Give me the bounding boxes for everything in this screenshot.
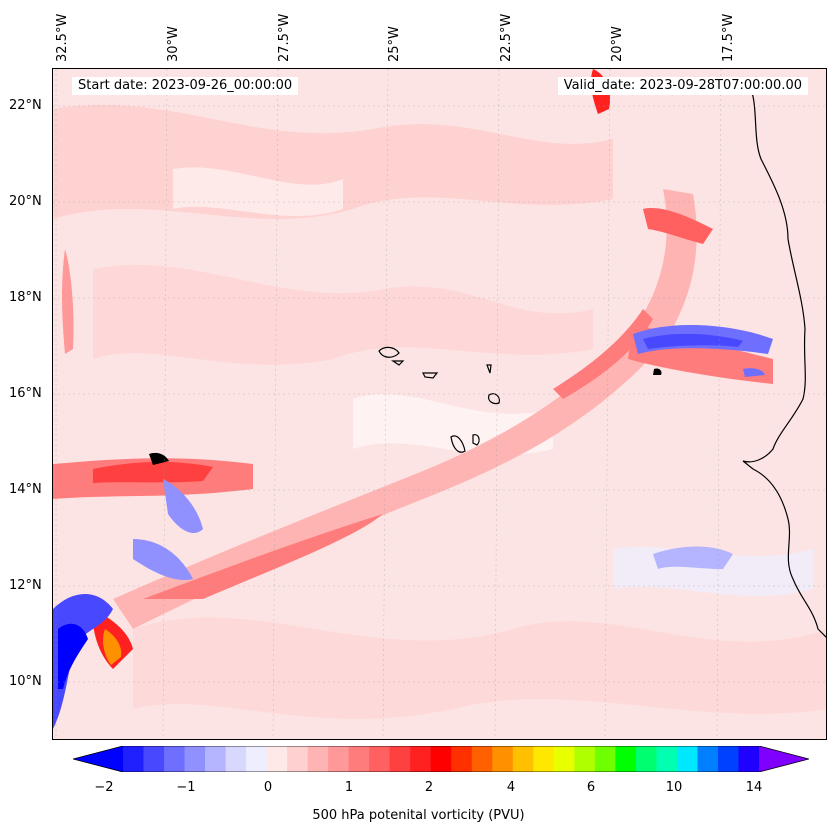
lat-tick-label: 16°N [9, 386, 42, 401]
lat-tick-label: 22°N [9, 98, 42, 113]
lon-tick-label: 17.5°W [721, 13, 736, 62]
lon-tick-label: 25°W [387, 26, 402, 62]
colorbar-tick-label: −1 [176, 780, 196, 795]
colorbar-segment [389, 746, 411, 772]
colorbar-max-arrow [759, 746, 809, 772]
colorbar-segment [574, 746, 596, 772]
colorbar-segment [451, 746, 473, 772]
colorbar-segment [738, 746, 760, 772]
colorbar-segment [512, 746, 534, 772]
colorbar-segment [287, 746, 309, 772]
colorbar-tick-label: 14 [745, 780, 763, 795]
colorbar-segment [205, 746, 227, 772]
pv-light-contours [53, 104, 826, 719]
colorbar-segment [553, 746, 575, 772]
lon-tick-label: 20°W [610, 26, 625, 62]
colorbar-segment [123, 746, 145, 772]
lat-tick-label: 20°N [9, 194, 42, 209]
pv-red-band [53, 69, 773, 669]
colorbar-segment [143, 746, 165, 772]
lat-tick-label: 18°N [9, 290, 42, 305]
colorbar-segment [246, 746, 268, 772]
colorbar-tick-label: 10 [665, 780, 683, 795]
colorbar-segment [471, 746, 493, 772]
lat-tick-label: 10°N [9, 674, 42, 689]
valid-date-label: Valid_date: 2023-09-28T07:00:00.00 [557, 77, 808, 95]
colorbar [73, 746, 809, 772]
lon-tick-label: 27.5°W [277, 13, 292, 62]
colorbar-segment [430, 746, 452, 772]
lon-tick-label: 22.5°W [499, 13, 514, 62]
graticule [53, 69, 826, 739]
colorbar-segment [348, 746, 370, 772]
islands-outline [378, 346, 500, 453]
colorbar-segment [225, 746, 247, 772]
colorbar-tick-label: 0 [263, 780, 273, 795]
colorbar-segment [656, 746, 678, 772]
colorbar-tick-label: 1 [344, 780, 354, 795]
colorbar-tick-label: 2 [424, 780, 434, 795]
colorbar-segment [492, 746, 514, 772]
pv-blue-contours [53, 324, 773, 729]
africa-coastline [742, 88, 826, 638]
colorbar-segment [717, 746, 739, 772]
colorbar-segment [594, 746, 616, 772]
colorbar-segment [410, 746, 432, 772]
start-date-label: Start date: 2023-09-26_00:00:00 [72, 77, 299, 95]
colorbar-tick-label: −2 [94, 780, 114, 795]
pv-field-map [53, 69, 826, 739]
colorbar-tick-label: 4 [506, 780, 516, 795]
colorbar-segment [184, 746, 206, 772]
colorbar-label: 500 hPa potenital vorticity (PVU) [312, 808, 525, 823]
colorbar-min-arrow [73, 746, 123, 772]
lat-tick-label: 14°N [9, 482, 42, 497]
colorbar-segment [164, 746, 186, 772]
colorbar-segment [533, 746, 555, 772]
colorbar-segment [615, 746, 637, 772]
lat-tick-label: 12°N [9, 578, 42, 593]
lon-tick-label: 32.5°W [55, 13, 70, 62]
colorbar-tick-label: 6 [586, 780, 596, 795]
colorbar-segment [307, 746, 329, 772]
map-panel[interactable] [52, 68, 827, 740]
lon-tick-label: 30°W [166, 26, 181, 62]
colorbar-segment [369, 746, 391, 772]
colorbar-segment [676, 746, 698, 772]
colorbar-segment [266, 746, 288, 772]
colorbar-segment [635, 746, 657, 772]
colorbar-segment [328, 746, 350, 772]
colorbar-segment [697, 746, 719, 772]
